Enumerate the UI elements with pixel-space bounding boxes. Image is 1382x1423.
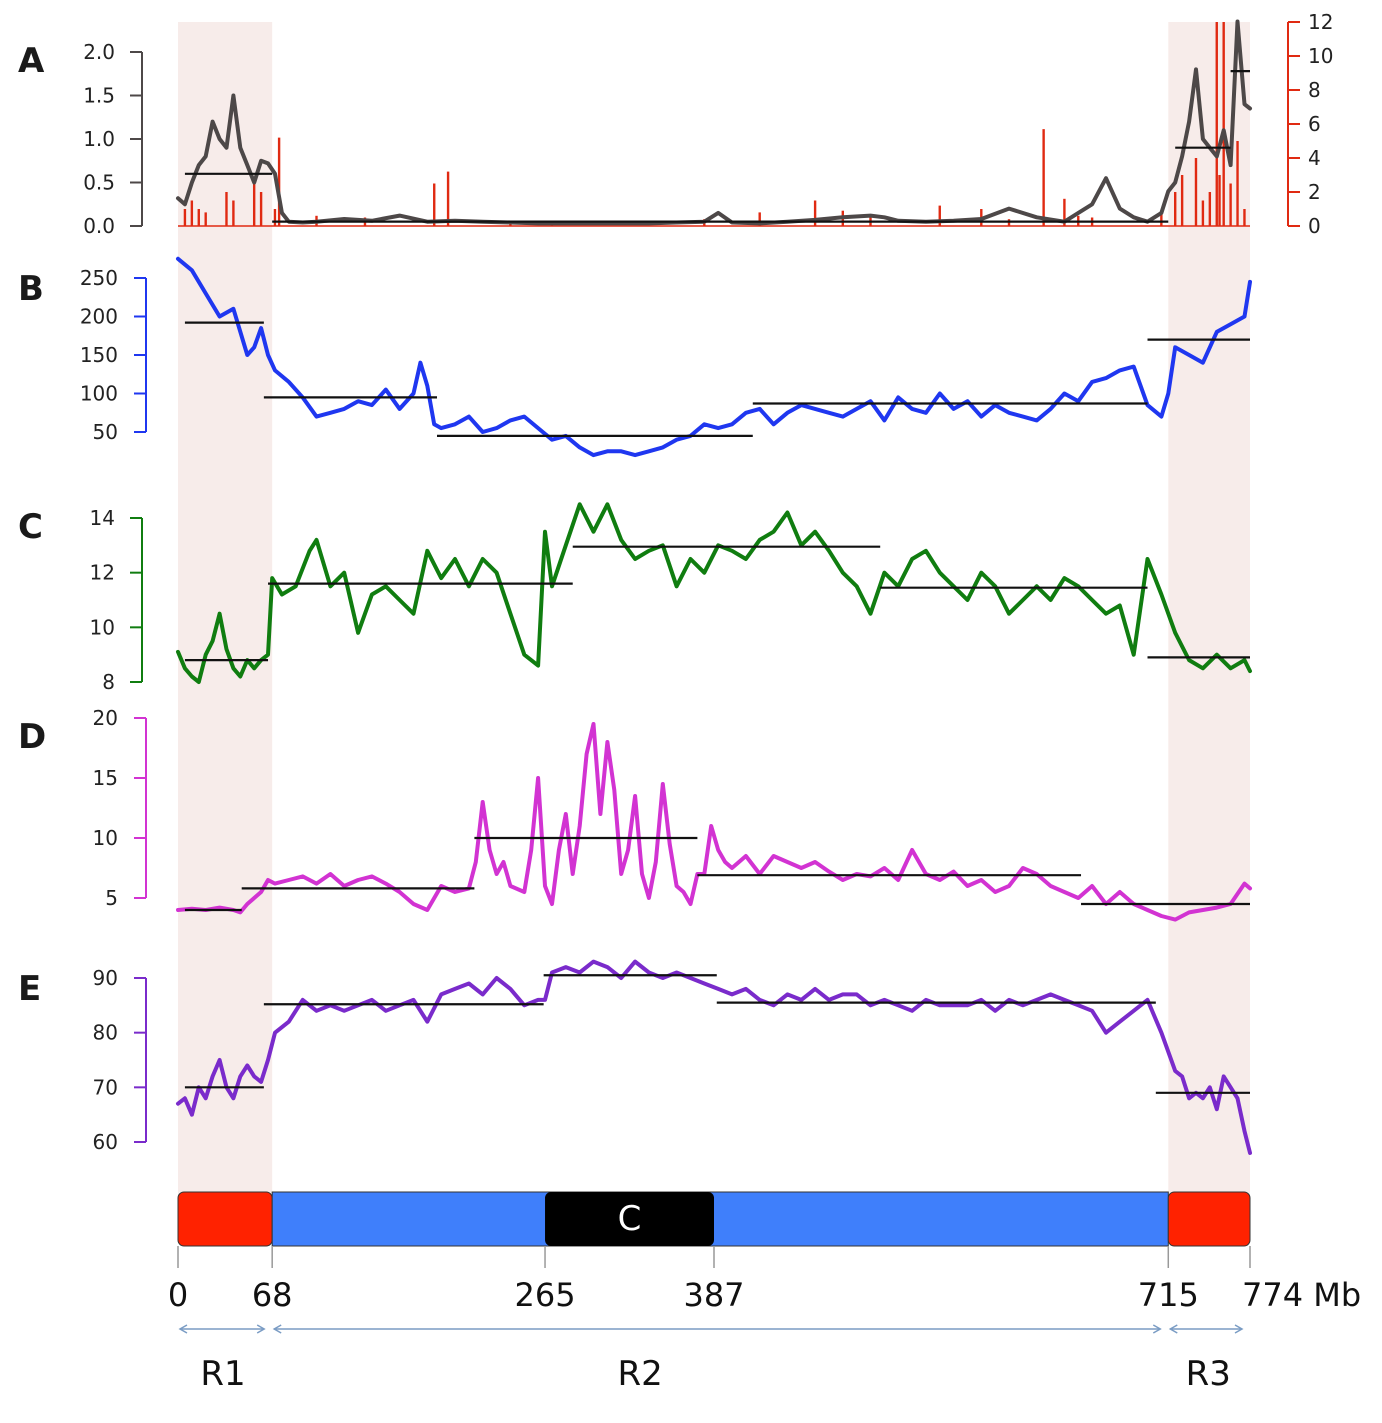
y-tick-label: 70: [93, 1075, 118, 1099]
y-tick-label: 1.5: [83, 84, 115, 108]
region-arrow-head-left: [1168, 1324, 1178, 1334]
highlight-band-1: [178, 22, 273, 1225]
y-tick-label: 150: [80, 343, 118, 367]
y-tick-label: 2.0: [83, 40, 115, 64]
series-line: [176, 722, 1252, 922]
series-line: [176, 502, 1252, 684]
y-tick-label: 0.5: [83, 171, 115, 195]
y-tick-label: 20: [93, 706, 118, 730]
region-arrow-head-right: [256, 1324, 266, 1334]
panel-c: C 8 10 12 14: [18, 502, 1252, 694]
panel-letter-d: D: [18, 717, 46, 757]
position-label: 265: [514, 1276, 575, 1314]
panel-e: E 60 70 80 90: [18, 959, 1252, 1155]
y-tick-label: 10: [93, 826, 118, 850]
secondary-y-tick-label: 12: [1308, 10, 1333, 34]
panel-letter-a: A: [18, 41, 45, 81]
y-tick-label: 0.0: [83, 214, 115, 238]
region-label-r3: R3: [1186, 1354, 1231, 1394]
series-line: [176, 19, 1252, 226]
highlight-regions: [178, 22, 1250, 1225]
panel-letter-b: B: [18, 269, 44, 309]
position-label: 774 Mb: [1242, 1276, 1361, 1314]
position-axis: 0 68 265 387 715 774 Mb: [168, 1246, 1361, 1314]
y-tick-label: 1.0: [83, 127, 115, 151]
region-annotations: R1 R2 R3: [178, 1324, 1244, 1394]
position-label: 68: [252, 1276, 293, 1314]
centromere-label: C: [618, 1199, 642, 1239]
panel-b: B 50 100 150 200 250: [18, 256, 1252, 458]
secondary-y-tick-label: 4: [1308, 146, 1321, 170]
y-tick-label: 50: [93, 420, 118, 444]
chromosome-band: [1167, 1191, 1251, 1247]
y-tick-label: 8: [102, 670, 115, 694]
region-arrow-head-left: [272, 1324, 282, 1334]
secondary-y-tick-label: 10: [1308, 44, 1333, 68]
region-label-r1: R1: [200, 1354, 245, 1394]
y-tick-label: 90: [93, 966, 118, 990]
y-tick-label: 12: [90, 561, 115, 585]
series-line: [176, 959, 1252, 1155]
y-tick-label: 60: [93, 1130, 118, 1154]
y-tick-label: 5: [105, 886, 118, 910]
secondary-y-tick-label: 2: [1308, 180, 1321, 204]
y-tick-label: 200: [80, 305, 118, 329]
secondary-y-tick-label: 6: [1308, 112, 1321, 136]
panel-letter-c: C: [18, 507, 43, 547]
region-arrow-head-right: [1234, 1324, 1244, 1334]
chart-panels: A 0.0 0.5 1.0 1.5 2.0 0 2 4 6 8 10 12 B 50 100 150 200 250…: [18, 10, 1333, 1155]
position-label: 715: [1138, 1276, 1199, 1314]
position-label: 387: [683, 1276, 744, 1314]
panel-letter-e: E: [18, 969, 41, 1009]
position-label: 0: [168, 1276, 188, 1314]
panel-a: A 0.0 0.5 1.0 1.5 2.0 0 2 4 6 8 10 12: [18, 10, 1333, 238]
secondary-y-tick-label: 8: [1308, 78, 1321, 102]
region-label-r2: R2: [618, 1354, 663, 1394]
y-tick-label: 100: [80, 382, 118, 406]
y-tick-label: 80: [93, 1021, 118, 1045]
chromosome-band: [271, 1191, 1169, 1247]
panel-d: D 5 10 15 20: [18, 706, 1252, 922]
y-tick-label: 15: [93, 766, 118, 790]
secondary-y-tick-label: 0: [1308, 214, 1321, 238]
y-tick-label: 250: [80, 266, 118, 290]
chromosome-ideogram: C: [177, 1191, 1251, 1247]
y-tick-label: 10: [90, 615, 115, 639]
centromere-band: [545, 1192, 714, 1246]
chromosome-band: [177, 1191, 273, 1247]
region-arrow-head-left: [178, 1324, 188, 1334]
series-line: [176, 256, 1252, 458]
region-arrow-head-right: [1152, 1324, 1162, 1334]
y-tick-label: 14: [90, 506, 115, 530]
